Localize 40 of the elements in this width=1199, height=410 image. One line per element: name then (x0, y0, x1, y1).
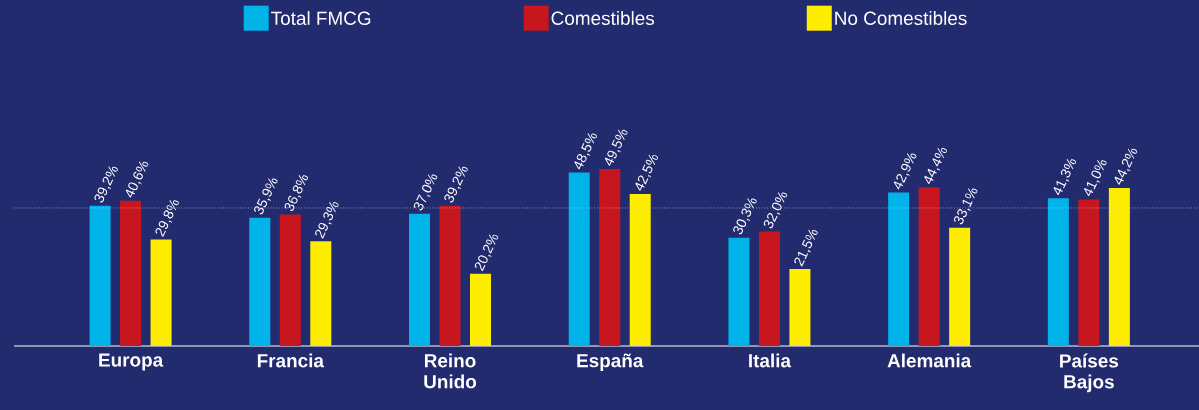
legend-label: Comestibles (551, 11, 655, 25)
data-label: 44,4% (924, 147, 947, 185)
bar (789, 269, 811, 346)
bar (409, 213, 430, 346)
bar (888, 192, 910, 346)
x-tick-label: Italia (749, 353, 792, 368)
data-label: 41,3% (1053, 158, 1077, 196)
bar (439, 205, 461, 346)
data-label: 42,9% (893, 153, 917, 190)
bar (728, 237, 750, 346)
data-label: 40,6% (125, 161, 149, 198)
legend-label: No Comestibles (835, 11, 967, 25)
x-tick-label: Reino Unido (424, 353, 477, 389)
legend-label: Total FMCG (271, 11, 371, 25)
x-tick-label: Alemania (887, 353, 972, 368)
bar (310, 241, 332, 346)
bar (949, 227, 971, 346)
bar (599, 169, 621, 346)
data-label: 41,0% (1084, 159, 1107, 197)
bar (918, 187, 940, 346)
data-label: 48,5% (574, 133, 597, 170)
x-tick-label: España (577, 353, 644, 372)
bar (1078, 199, 1100, 346)
bar (629, 194, 651, 346)
bar (150, 239, 172, 346)
data-label: 49,5% (604, 129, 628, 166)
bar (89, 205, 111, 346)
bar (1047, 198, 1069, 346)
x-tick-label: Países Bajos (1060, 353, 1119, 393)
data-label: 42,5% (635, 154, 658, 191)
x-tick-label: Europa (99, 353, 164, 371)
bar (1108, 187, 1130, 346)
bar (568, 172, 590, 346)
bar (249, 217, 271, 346)
bar (279, 214, 301, 346)
x-tick-label: Francia (257, 353, 325, 368)
data-label: 44,2% (1114, 148, 1138, 185)
bar (470, 273, 492, 346)
bar (120, 200, 142, 346)
bar (758, 231, 780, 346)
